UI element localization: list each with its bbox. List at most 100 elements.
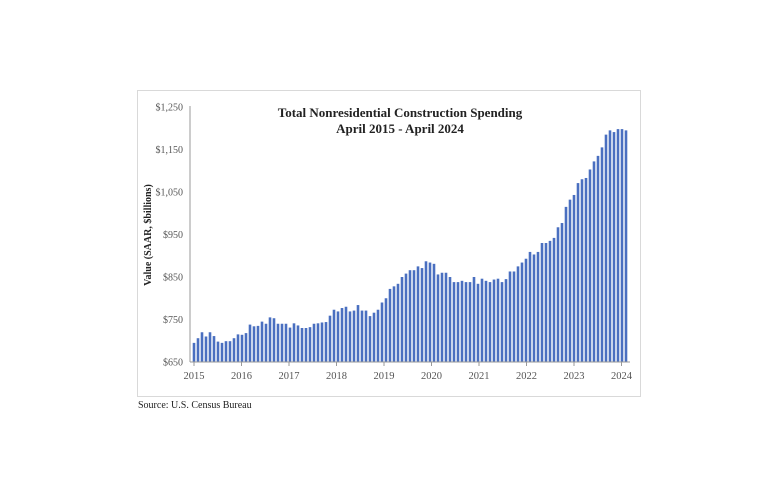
bar [312,323,316,362]
bar [548,240,552,362]
bar [444,272,448,362]
bar [512,271,516,362]
y-tick-label: $950 [163,230,183,241]
bar [612,132,616,362]
bar [292,323,296,362]
bar [240,334,244,362]
x-tick-label: 2021 [469,371,490,382]
bar [320,322,324,362]
bar [308,327,312,362]
bar [296,325,300,362]
bar [216,341,220,362]
bar [192,342,196,362]
y-tick-label: $1,150 [156,145,184,156]
bar [572,194,576,362]
bar [508,271,512,362]
bar [376,309,380,362]
bar [524,258,528,362]
bar [580,179,584,362]
x-tick-label: 2024 [611,371,633,382]
bar [352,310,356,362]
bar [436,274,440,362]
bar [596,155,600,362]
x-tick-label: 2018 [326,371,347,382]
bar [600,147,604,362]
chart-title: Total Nonresidential Construction Spendi… [277,105,523,120]
bar [316,323,320,362]
bar [604,134,608,362]
bar [400,277,404,362]
bar [348,311,352,362]
x-tick-label: 2015 [184,371,205,382]
bar [472,277,476,362]
bar [196,338,200,362]
bar [324,322,328,362]
bar [256,325,260,362]
bar [236,334,240,362]
bar [264,323,268,362]
bar [500,282,504,362]
bar [480,278,484,362]
bar [276,323,280,362]
bar [448,277,452,362]
bar [212,336,216,362]
bar [360,310,364,362]
bar [388,288,392,362]
x-tick-label: 2023 [564,371,585,382]
bar [588,169,592,362]
bar [560,223,564,362]
bar [616,129,620,362]
bar [504,279,508,362]
bar [372,312,376,362]
bar [516,266,520,362]
chart-frame [137,90,641,397]
bar [412,270,416,362]
bar [384,298,388,362]
bar [272,318,276,362]
bar [268,317,272,362]
bar [552,237,556,362]
bar [332,309,336,362]
bar [520,262,524,362]
bar [288,327,292,362]
bar [544,243,548,362]
bar [204,336,208,362]
x-tick-label: 2019 [374,371,395,382]
bar [224,341,228,362]
bar [568,199,572,362]
bar [584,177,588,362]
bar [576,183,580,362]
bar [540,243,544,362]
y-tick-label: $750 [163,315,183,326]
bar [464,282,468,362]
bar [592,161,596,362]
bar [432,263,436,362]
bar [624,130,628,362]
bar [556,227,560,362]
bar [476,283,480,362]
bar [252,326,256,362]
bar [340,308,344,362]
bar [344,306,348,362]
bar [452,282,456,362]
bar [440,272,444,362]
bar [496,278,500,362]
bar [392,286,396,362]
x-tick-label: 2017 [279,371,300,382]
bar [248,324,252,362]
bar [284,323,288,362]
x-tick-label: 2016 [231,371,252,382]
bar [396,283,400,362]
bar [420,268,424,362]
bar [368,316,372,362]
bar [620,129,624,362]
bar [228,341,232,362]
bar [460,280,464,362]
bar [532,254,536,362]
bar [428,262,432,362]
bar [484,280,488,362]
bar [304,328,308,362]
x-tick-label: 2020 [421,371,442,382]
bar [232,338,236,362]
